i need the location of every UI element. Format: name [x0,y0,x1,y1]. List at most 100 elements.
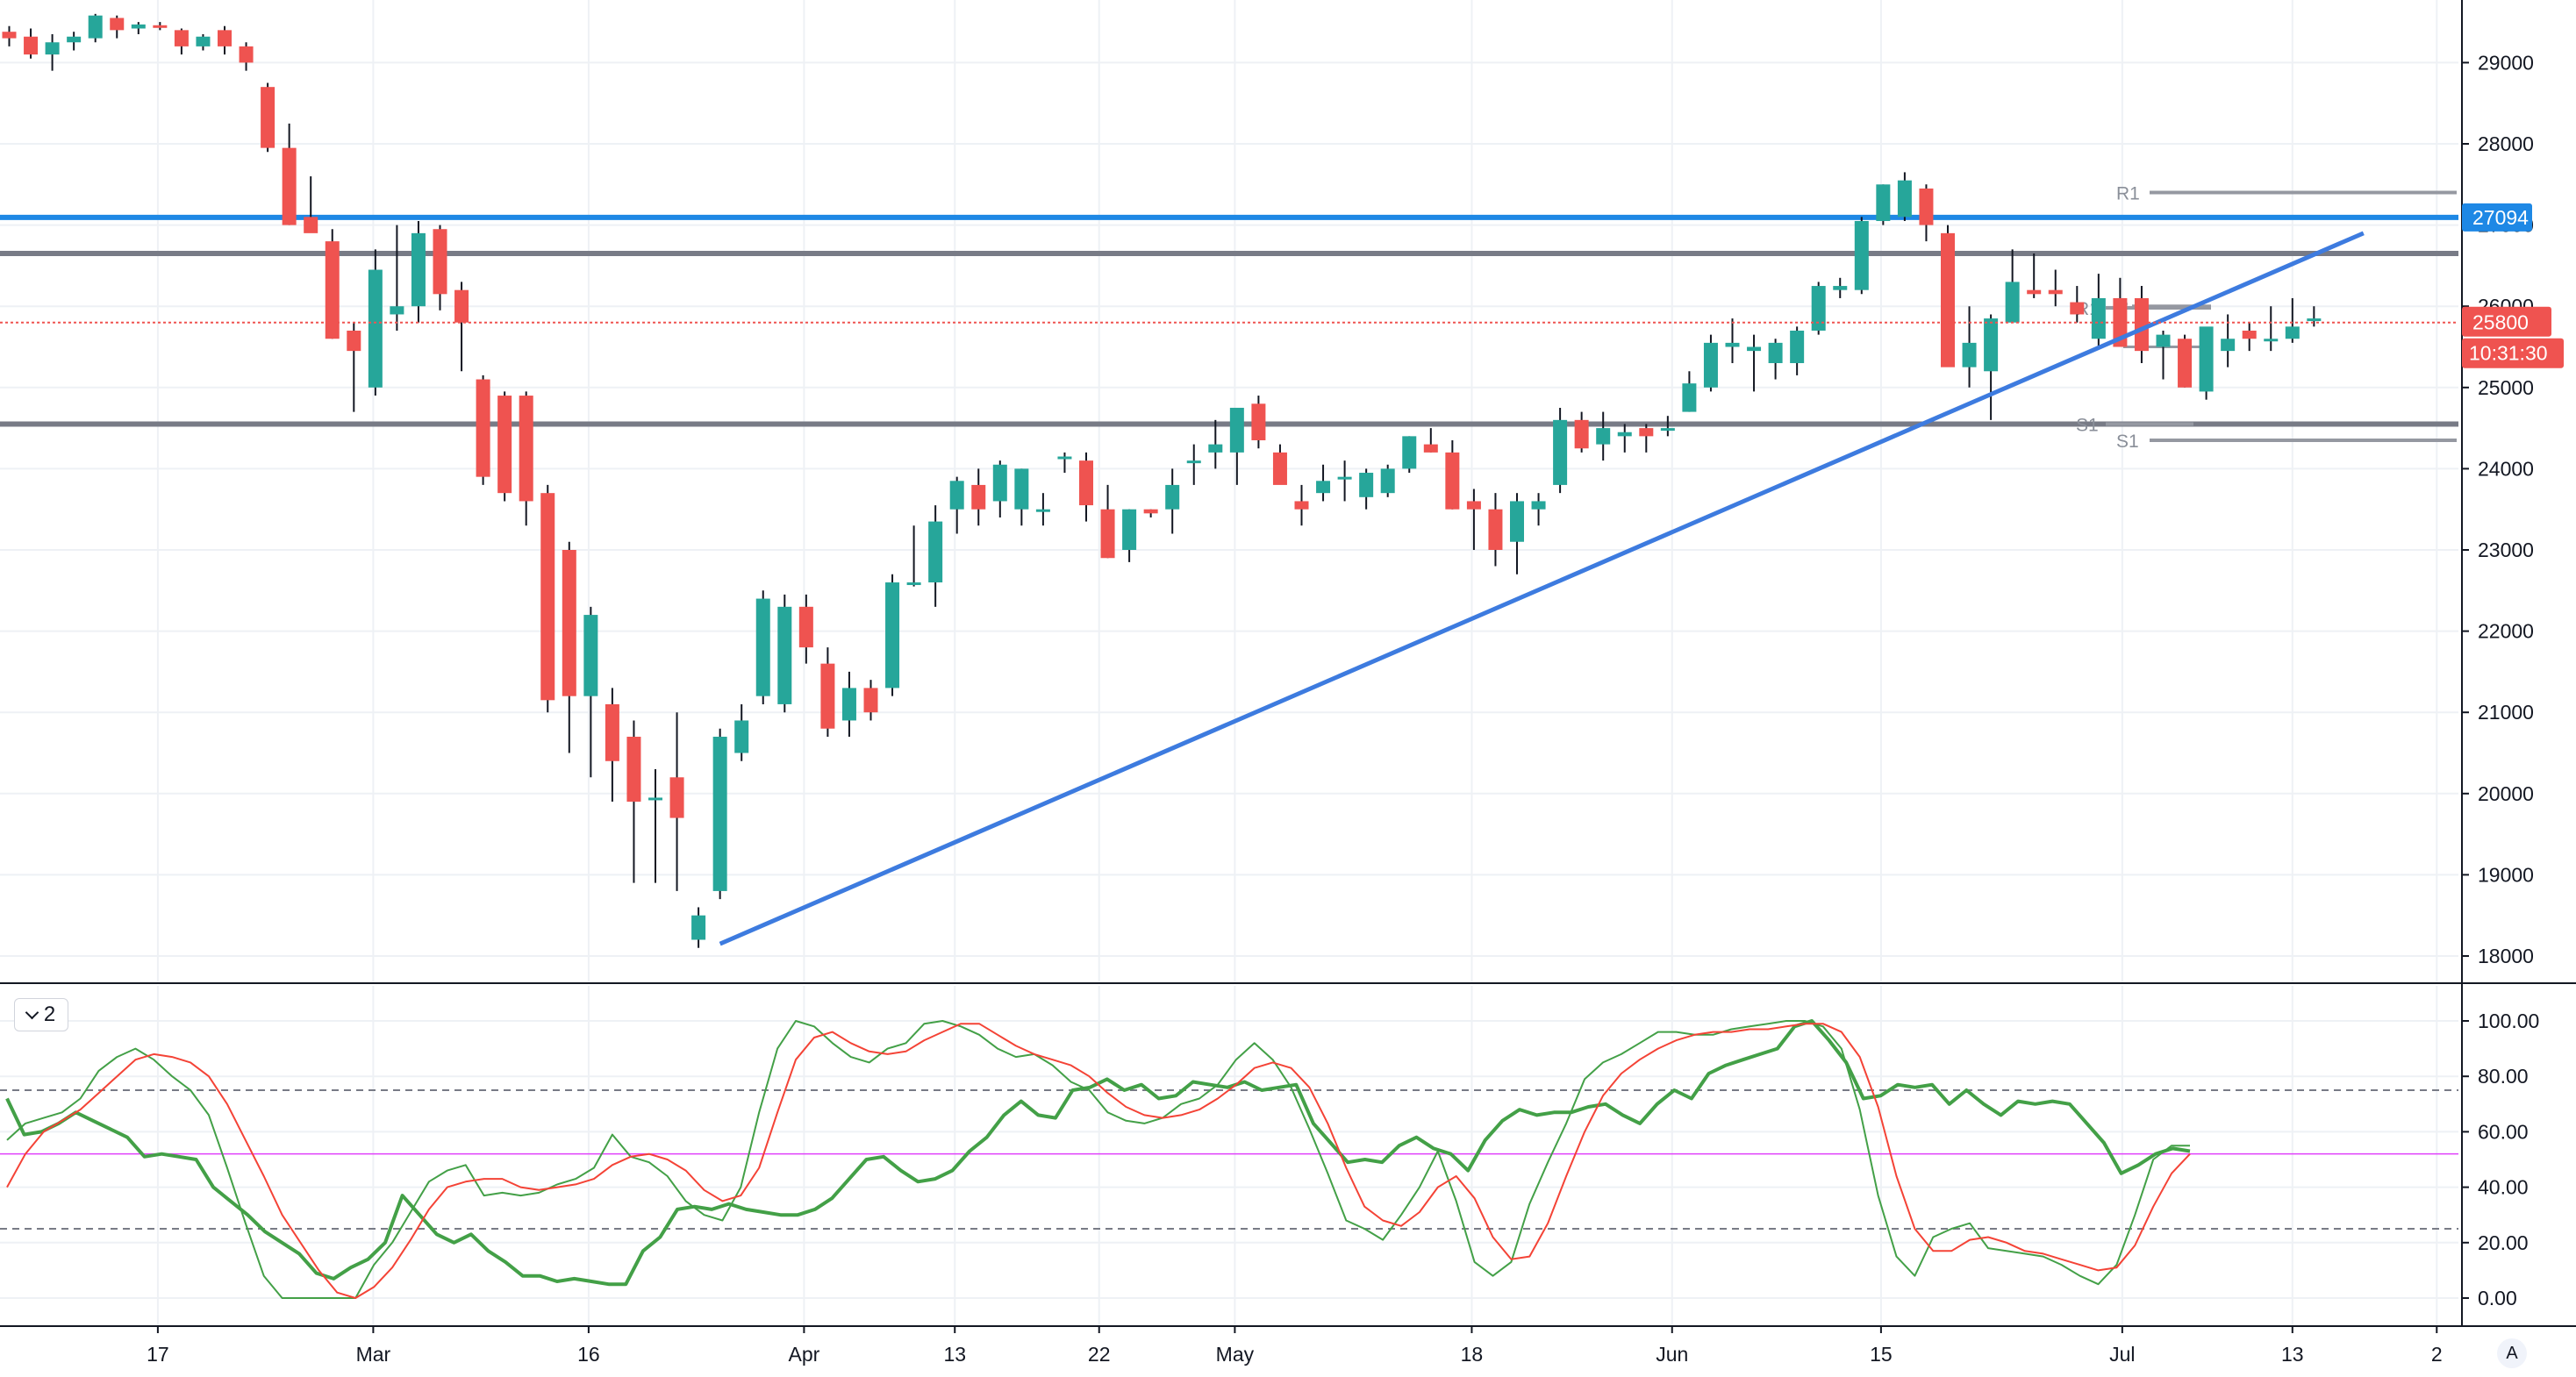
candle-body [261,87,275,148]
candle-body [2070,302,2085,315]
level-price-tag [2462,203,2532,232]
candle-body [1380,468,1395,494]
auto-scale-button[interactable]: A [2497,1338,2527,1368]
candle-body [712,736,727,891]
candle-body [1208,444,1223,453]
candle-body [325,241,340,339]
candle-body [1725,342,1740,347]
x-tick-label: 22 [1088,1343,1111,1366]
candle-body [411,232,426,307]
indicator-count: 2 [43,1002,56,1026]
y-tick-label: 20000 [2478,782,2534,805]
candle-body [1122,509,1137,550]
candle-body [196,36,211,46]
candle-body [1186,460,1201,464]
candle-body [1531,501,1546,510]
candle-body [971,484,986,510]
countdown-label: 10:31:30 [2469,342,2548,365]
candle-body [2285,326,2300,339]
x-tick-label: 16 [577,1343,600,1366]
trendline[interactable] [719,231,2365,946]
candle-body [992,464,1007,502]
candle-body [1617,432,1632,437]
candle-body [1316,481,1331,494]
candle-body [282,147,297,225]
x-tick-label: 15 [1870,1343,1893,1366]
oscillator-y-tick-label: 20.00 [2478,1231,2529,1254]
candle-body [928,521,943,583]
candle-body [476,379,490,477]
candle-body [304,217,318,233]
y-tick-label: 22000 [2478,620,2534,643]
candle-body [798,606,813,648]
candle-body [2091,297,2106,339]
y-tick-label: 19000 [2478,863,2534,886]
y-tick-label: 29000 [2478,51,2534,74]
x-tick-label: 18 [1461,1343,1484,1366]
candle-body [2221,339,2236,352]
countdown-tag [2462,338,2564,368]
candle-body [1014,468,1029,510]
candle-body [390,306,404,315]
x-tick-label: Apr [788,1343,819,1366]
candle-body [1897,180,1912,218]
candle-body [1165,484,1180,510]
candle-body [88,15,103,39]
grid [0,0,2458,1326]
candle-body [2242,330,2257,339]
oscillator-y-tick-label: 0.00 [2478,1287,2517,1309]
pivot-label: S1 [2116,432,2139,452]
candles [2,13,2322,948]
candle-body [2048,289,2063,295]
candle-body [2005,282,2020,323]
candle-body [1294,501,1309,510]
candle-body [1876,184,1891,221]
horizontal-levels [0,214,2458,427]
candle-body [1639,428,1654,437]
candle-body [347,330,361,352]
candle-body [1768,342,1783,364]
y-tick-label: 18000 [2478,945,2534,967]
candle-body [2156,334,2171,347]
candle-body [1229,407,1244,453]
candle-body [1251,403,1266,440]
y-tick-label: 23000 [2478,539,2534,561]
oscillator-pane [0,1019,2458,1299]
candle-body [1337,476,1352,480]
candle-body [153,25,168,28]
level-price-label: 27094 [2472,206,2529,229]
price-tags: 27094 25800 10:31:30 [2462,203,2564,368]
y-tick-label: 24000 [2478,457,2534,480]
candle-body [648,797,662,801]
candle-body [1833,286,1848,290]
candle-body [2027,289,2042,295]
indicator-legend-toggle[interactable]: 2 [14,998,68,1031]
y-tick-label: 25000 [2478,376,2534,399]
candle-body [1574,419,1589,449]
candle-body [1100,509,1115,559]
candle-body [239,46,254,63]
x-tick-label: 17 [147,1343,169,1366]
oscillator-y-tick-label: 80.00 [2478,1065,2529,1088]
candle-body [1660,428,1675,432]
candle-body [1962,342,1977,367]
candle-body [1919,188,1934,225]
candle-body [2178,339,2193,388]
candle-body [1790,330,1805,364]
candle-body [1035,509,1050,512]
candle-body [218,30,232,46]
candle-body [841,688,856,721]
candle-body [626,736,641,803]
candle-body [734,720,749,753]
candle-body [906,582,921,586]
candle-body [562,550,576,696]
x-tick-label: Jun [1656,1343,1688,1366]
candle-body [1941,232,1955,367]
candle-body [1272,452,1287,485]
candle-body [454,289,469,323]
candle-body [1057,456,1072,460]
x-tick-label: Jul [2109,1343,2135,1366]
